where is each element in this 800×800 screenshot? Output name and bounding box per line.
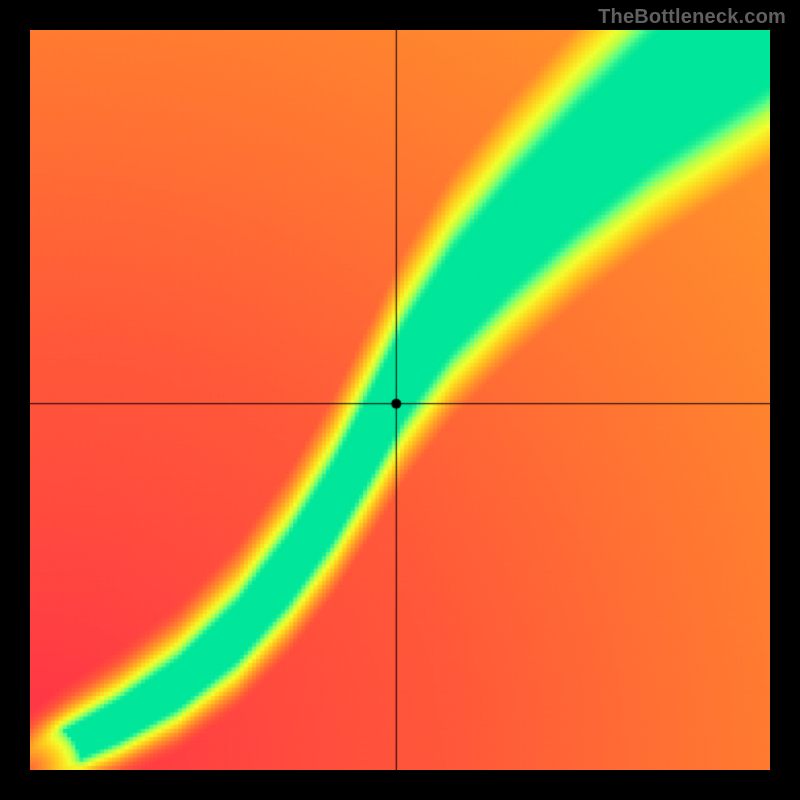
bottleneck-heatmap [30, 30, 770, 770]
chart-container: TheBottleneck.com [0, 0, 800, 800]
watermark-text: TheBottleneck.com [598, 6, 786, 29]
